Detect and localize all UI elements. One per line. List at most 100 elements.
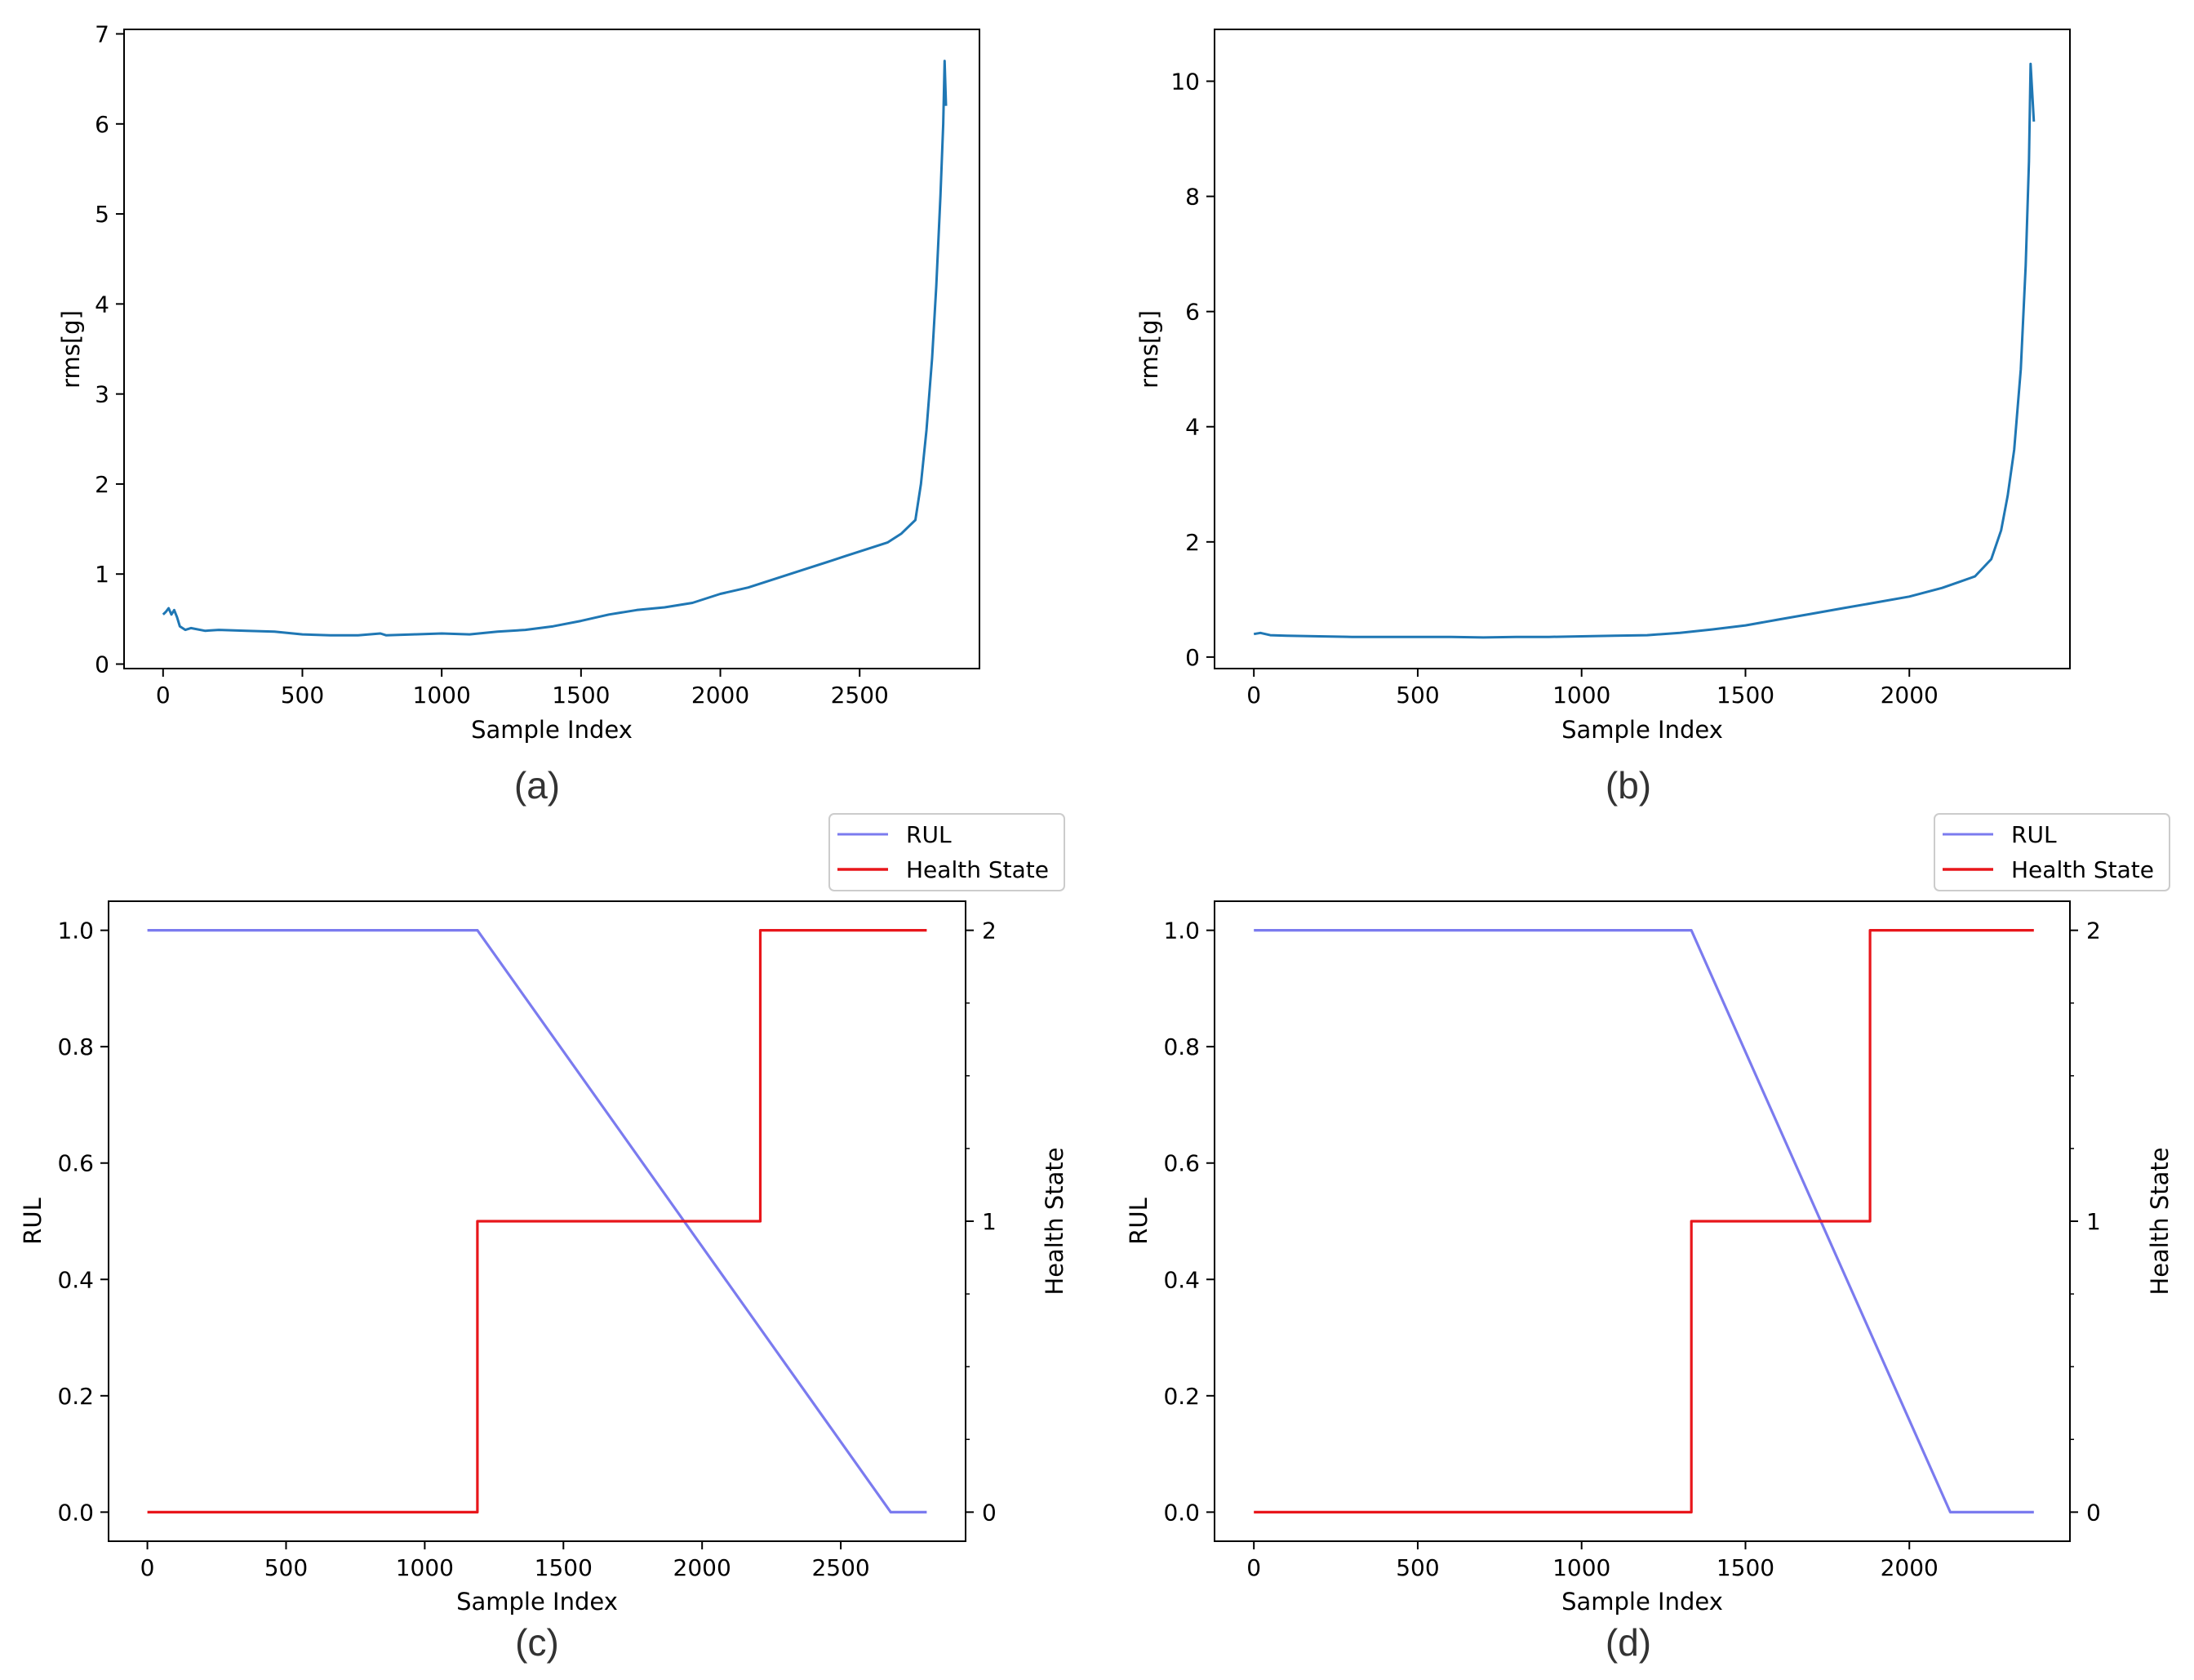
panel-b-series-rms-line — [1253, 62, 2036, 639]
panel-b-y-tick-label: 0 — [1185, 644, 1200, 671]
panel-c-y-tick-label: 1.0 — [57, 918, 94, 944]
panel-d-x-tick-label: 0 — [1246, 1554, 1261, 1581]
panel-a-y-tick-label: 5 — [95, 201, 109, 228]
panel-b-y-tick-label: 4 — [1185, 414, 1200, 441]
panel-a-x-tick-label: 2000 — [691, 682, 749, 709]
panel-d-x-ticks: 0 500 1000 1500 2000 — [1246, 1541, 1939, 1581]
panel-d: 0 500 1000 1500 2000 0.00.20.40.60.81.0 012 … — [1125, 813, 2174, 1664]
panel-b-y-tick-label: 6 — [1185, 299, 1200, 326]
panel-a-y-tick-label: 2 — [95, 471, 109, 498]
panel-d-legend-label-rul: RUL — [2011, 821, 2057, 848]
panel-d-series-rul-line — [1254, 929, 2034, 1513]
panel-c-x-tick-label: 0 — [140, 1554, 155, 1581]
panel-a-y-tick-label: 0 — [95, 651, 109, 678]
panel-c-y2-label: Health State — [1041, 1147, 1068, 1295]
panel-d-legend-label-health: Health State — [2011, 856, 2154, 883]
panel-a-y-label: rms[g] — [57, 310, 85, 389]
panel-c-y2-tick-label: 1 — [982, 1208, 997, 1235]
panel-b-x-ticks: 0 500 1000 1500 2000 — [1246, 669, 1939, 709]
panel-a-x-ticks: 0 500 1000 1500 2000 2500 — [156, 669, 889, 709]
panel-c-series-health-state-line — [147, 929, 927, 1513]
panel-c-x-ticks: 0 500 1000 1500 2000 2500 — [140, 1541, 870, 1581]
panel-b-y-tick-label: 8 — [1185, 184, 1200, 211]
panel-d-y2-tick-label: 1 — [2086, 1208, 2101, 1235]
panel-d-legend: RUL Health State — [1934, 813, 2170, 891]
panel-b-y-ticks: 0 2 4 6 8 10 — [1170, 68, 1215, 671]
panel-a-x-label: Sample Index — [471, 716, 633, 744]
panel-c-y2-tick-label: 2 — [982, 918, 997, 944]
panel-c-x-tick-label: 2000 — [673, 1554, 731, 1581]
panel-c-y2-tick-label: 0 — [982, 1499, 997, 1526]
panel-a-x-tick-label: 500 — [281, 682, 324, 709]
panel-b-caption: (b) — [1606, 764, 1651, 807]
panel-c-legend: RUL Health State — [828, 813, 1065, 891]
panel-c-y2-ticks: 0 1 2 — [966, 918, 997, 1526]
panel-d-y-tick-label: 0.2 — [1163, 1383, 1200, 1410]
panel-b: 0 500 1000 1500 2000 0 2 4 6 8 10 Sample Index rm… — [1135, 29, 2071, 807]
panel-a-y-tick-label: 1 — [95, 561, 109, 588]
panel-b-series-layer — [1253, 62, 2036, 639]
panel-d-plot-frame — [1214, 900, 2071, 1542]
panel-d-y2-ticks: 0 1 2 — [2070, 918, 2101, 1526]
panel-c-x-tick-label: 2500 — [811, 1554, 869, 1581]
panel-c-y-tick-label: 0.8 — [57, 1033, 94, 1060]
panel-a-x-tick-label: 2500 — [831, 682, 889, 709]
panel-c-y-tick-label: 0.2 — [57, 1383, 94, 1410]
panel-c-caption: (c) — [515, 1621, 559, 1664]
panel-c-legend-label-rul: RUL — [906, 821, 952, 848]
panel-d-y-tick-label: 0.4 — [1163, 1266, 1200, 1293]
panel-d-y-tick-label: 1.0 — [1163, 918, 1200, 944]
panel-d-y-tick-label: 0.0 — [1163, 1499, 1200, 1526]
panel-a-y-tick-label: 6 — [95, 111, 109, 138]
panel-d-y-label: RUL — [1125, 1198, 1153, 1245]
panel-b-x-tick-label: 500 — [1396, 682, 1439, 709]
panel-c-x-tick-label: 500 — [264, 1554, 308, 1581]
panel-c-y-tick-label: 0.6 — [57, 1150, 94, 1177]
panel-d-y-tick-label: 0.8 — [1163, 1033, 1200, 1060]
panel-d-y2-tick-label: 2 — [2086, 918, 2101, 944]
panel-b-x-tick-label: 1000 — [1552, 682, 1610, 709]
panel-c-series-layer — [147, 929, 927, 1513]
panel-a-x-tick-label: 0 — [156, 682, 171, 709]
panel-c-y-ticks: 0.0 0.2 0.4 0.6 0.8 1.0 — [57, 918, 109, 1526]
panel-c-x-tick-label: 1500 — [535, 1554, 593, 1581]
panel-c-y-tick-label: 0.0 — [57, 1499, 94, 1526]
panel-b-x-label: Sample Index — [1561, 716, 1723, 744]
panel-d-y2-tick-label: 0 — [2086, 1499, 2101, 1526]
panel-d-y-ticks: 0.0 0.2 0.4 0.6 0.8 1.0 — [1163, 918, 1215, 1526]
panel-a-x-tick-label: 1500 — [552, 682, 610, 709]
panel-d-series-health-state-line — [1254, 929, 2034, 1513]
panel-d-x-tick-label: 1000 — [1552, 1554, 1610, 1581]
panel-a-x-tick-label: 1000 — [413, 682, 471, 709]
panel-c-y-tick-label: 0.4 — [57, 1266, 94, 1293]
panel-a-y-tick-label: 7 — [95, 21, 109, 48]
panel-b-x-tick-label: 1500 — [1717, 682, 1774, 709]
panel-b-y-label: rms[g] — [1135, 310, 1163, 389]
panel-c: 0 500 1000 1500 2000 2500 0.00.20.40.60.81.0 … — [19, 813, 1068, 1664]
panel-b-x-tick-label: 0 — [1246, 682, 1261, 709]
panel-a-y-tick-label: 3 — [95, 381, 109, 408]
panel-d-y-tick-label: 0.6 — [1163, 1150, 1200, 1177]
panel-a-caption: (a) — [514, 764, 560, 807]
panel-a-y-ticks: 0 1 2 3 4 5 6 7 — [95, 21, 124, 678]
panel-a-y-tick-label: 4 — [95, 291, 109, 318]
panel-b-y-tick-label: 10 — [1170, 68, 1200, 95]
panel-a-series-layer — [162, 60, 948, 637]
panel-c-y-label: RUL — [19, 1198, 47, 1245]
panel-b-plot-frame — [1214, 29, 2071, 669]
panel-c-x-tick-label: 1000 — [396, 1554, 454, 1581]
panel-d-x-tick-label: 2000 — [1881, 1554, 1939, 1581]
panel-d-y2-label: Health State — [2146, 1147, 2174, 1295]
panel-b-y-tick-label: 2 — [1185, 529, 1200, 556]
panel-d-caption: (d) — [1606, 1621, 1651, 1664]
panel-a: 0 500 1000 1500 2000 2500 0 1 2 3 4 5 6 7 Sample Ind… — [57, 21, 980, 807]
panel-d-x-tick-label: 500 — [1396, 1554, 1439, 1581]
panel-d-x-tick-label: 1500 — [1717, 1554, 1774, 1581]
panel-d-x-label: Sample Index — [1561, 1588, 1723, 1616]
panel-c-x-label: Sample Index — [456, 1588, 618, 1616]
panel-c-legend-label-health: Health State — [906, 856, 1049, 883]
panel-d-series-layer — [1254, 929, 2034, 1513]
panel-a-plot-frame — [123, 29, 980, 669]
panel-b-x-tick-label: 2000 — [1881, 682, 1939, 709]
